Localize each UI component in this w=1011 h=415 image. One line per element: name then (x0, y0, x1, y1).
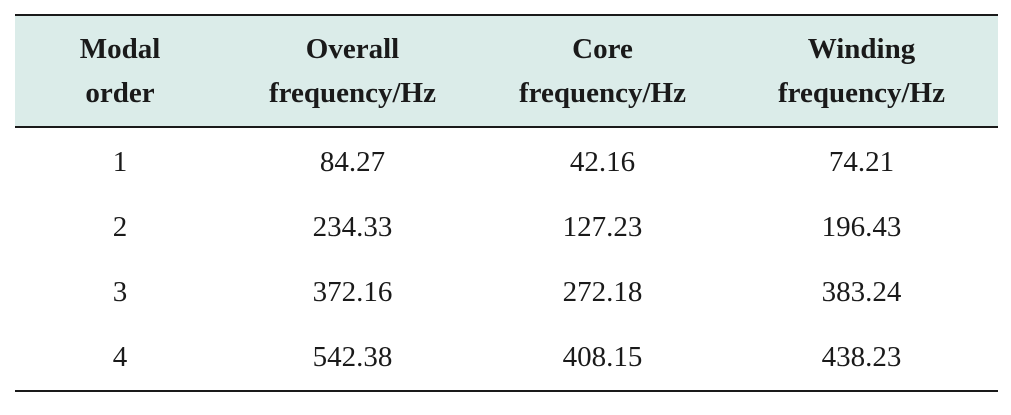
cell-overall-frequency: 542.38 (312, 341, 393, 373)
table-row: 1 84.27 42.16 74.21 (15, 127, 998, 195)
cell-modal-order: 1 (112, 146, 128, 178)
table-header: Modal order Overall frequency/Hz Core fr… (15, 15, 998, 127)
modal-frequency-table: Modal order Overall frequency/Hz Core fr… (15, 14, 998, 392)
header-modal-order: Modal order (79, 33, 161, 109)
table-body: 1 84.27 42.16 74.21 2 234.33 127.23 196.… (15, 127, 998, 391)
cell-overall-frequency: 372.16 (312, 276, 393, 308)
cell-winding-frequency: 438.23 (821, 341, 902, 373)
cell-winding-frequency: 383.24 (821, 276, 902, 308)
table-row: 2 234.33 127.23 196.43 (15, 195, 998, 260)
cell-winding-frequency: 196.43 (821, 211, 902, 243)
table-row: 3 372.16 272.18 383.24 (15, 260, 998, 325)
cell-core-frequency: 127.23 (562, 211, 643, 243)
modal-frequency-table-container: Modal order Overall frequency/Hz Core fr… (15, 14, 998, 392)
header-winding-frequency: Winding frequency/Hz (778, 33, 945, 109)
header-row: Modal order Overall frequency/Hz Core fr… (15, 15, 998, 127)
header-overall-frequency: Overall frequency/Hz (269, 33, 436, 109)
cell-modal-order: 4 (112, 341, 128, 373)
cell-winding-frequency: 74.21 (828, 146, 895, 178)
cell-overall-frequency: 234.33 (312, 211, 393, 243)
table-row: 4 542.38 408.15 438.23 (15, 325, 998, 391)
cell-core-frequency: 42.16 (569, 146, 636, 178)
cell-modal-order: 3 (112, 276, 128, 308)
cell-modal-order: 2 (112, 211, 128, 243)
cell-core-frequency: 272.18 (562, 276, 643, 308)
header-core-frequency: Core frequency/Hz (519, 33, 686, 109)
cell-overall-frequency: 84.27 (319, 146, 386, 178)
cell-core-frequency: 408.15 (562, 341, 643, 373)
